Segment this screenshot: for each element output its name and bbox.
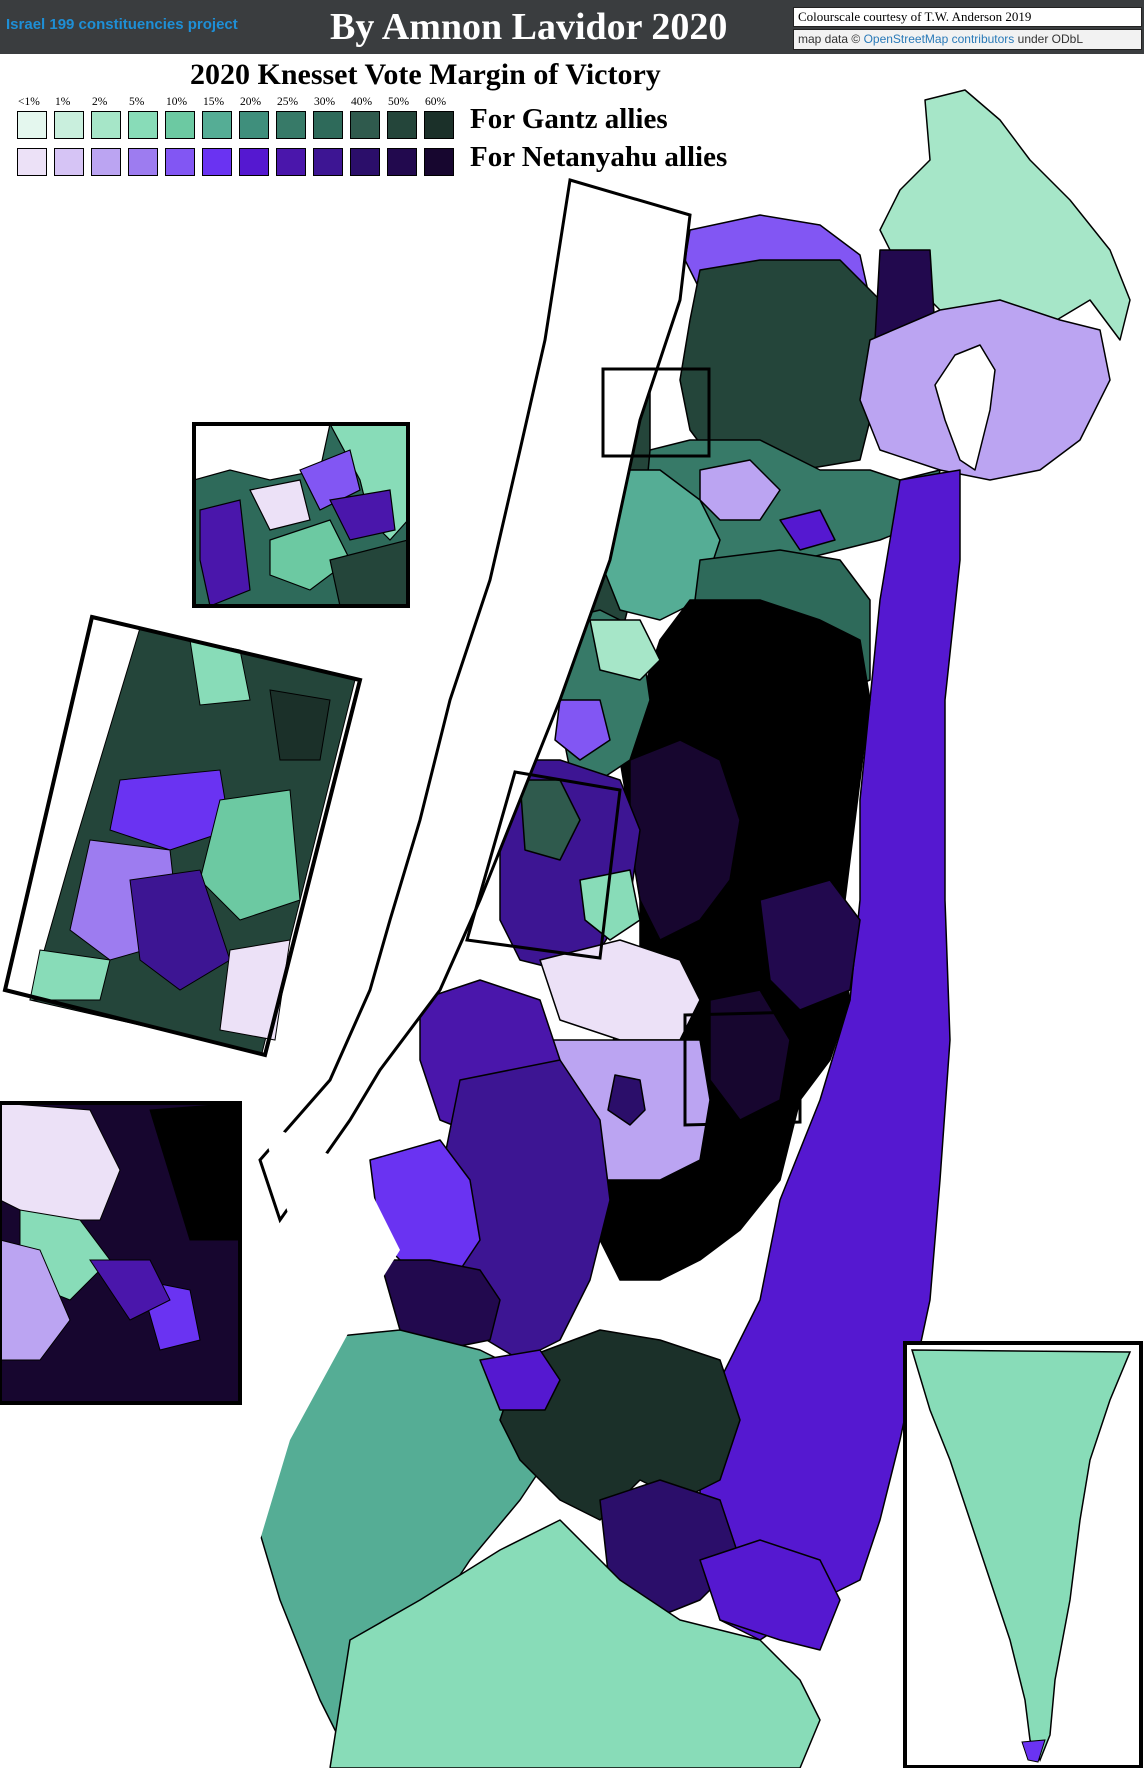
legend-swatch — [313, 111, 343, 139]
inset-telaviv — [2, 614, 363, 1058]
inset-marker-haifa — [601, 367, 711, 458]
legend-label-netanyahu: For Netanyahu allies — [470, 141, 728, 173]
legend-swatch — [350, 148, 380, 176]
legend-threshold: 10% — [166, 96, 188, 108]
legend-swatch — [91, 148, 121, 176]
legend-swatch — [276, 148, 306, 176]
legend-swatch — [387, 148, 417, 176]
inset-marker-jerusalem — [683, 1010, 802, 1127]
legend-swatch — [276, 111, 306, 139]
legend-swatch — [239, 148, 269, 176]
colourscale-credit: Colourscale courtesy of T.W. Anderson 20… — [793, 7, 1142, 27]
legend-swatch — [424, 111, 454, 139]
legend-swatch — [165, 111, 195, 139]
legend-swatch — [54, 148, 84, 176]
legend-swatch — [17, 111, 47, 139]
map-data-suffix: under ODbL — [1017, 32, 1084, 46]
legend-threshold: 30% — [314, 96, 336, 108]
legend-swatch — [350, 111, 380, 139]
legend-threshold: 5% — [129, 96, 145, 108]
map-title: 2020 Knesset Vote Margin of Victory — [190, 58, 661, 91]
legend-swatch — [54, 111, 84, 139]
legend-swatch — [165, 148, 195, 176]
legend-swatch — [17, 148, 47, 176]
inset-eilat — [903, 1341, 1143, 1768]
map-data-prefix: map data © — [798, 32, 861, 46]
byline: By Amnon Lavidor 2020 — [330, 6, 728, 48]
legend-threshold: <1% — [18, 96, 40, 108]
legend-swatch — [128, 111, 158, 139]
legend-thresholds: <1% 1% 2% 5% 10% 15% 20% 25% 30% 40% 50% 60% — [14, 96, 464, 110]
legend-swatch — [239, 111, 269, 139]
legend-swatch — [313, 148, 343, 176]
inset-jerusalem — [0, 1101, 242, 1405]
legend-threshold: 40% — [351, 96, 373, 108]
legend-threshold: 2% — [92, 96, 108, 108]
legend-threshold: 20% — [240, 96, 262, 108]
legend-swatch — [424, 148, 454, 176]
legend-swatch — [202, 148, 232, 176]
osm-link[interactable]: OpenStreetMap contributors — [863, 32, 1015, 46]
project-label: Israel 199 constituencies project — [6, 16, 238, 33]
inset-backdrop — [240, 1120, 400, 1768]
legend-threshold: 50% — [388, 96, 410, 108]
legend-threshold: 1% — [55, 96, 71, 108]
map-data-credit: map data © OpenStreetMap contributors un… — [793, 29, 1142, 50]
legend-threshold: 25% — [277, 96, 299, 108]
legend-swatch — [387, 111, 417, 139]
legend-threshold: 15% — [203, 96, 225, 108]
inset-marker-telaviv — [465, 770, 622, 960]
main-map — [249, 89, 1131, 1768]
legend-swatch — [202, 111, 232, 139]
legend-label-gantz: For Gantz allies — [470, 103, 668, 135]
legend-threshold: 60% — [425, 96, 447, 108]
inset-haifa — [192, 422, 410, 608]
header-bar: Israel 199 constituencies project By Amn… — [0, 0, 1144, 54]
legend-swatch — [128, 148, 158, 176]
legend-swatch — [91, 111, 121, 139]
